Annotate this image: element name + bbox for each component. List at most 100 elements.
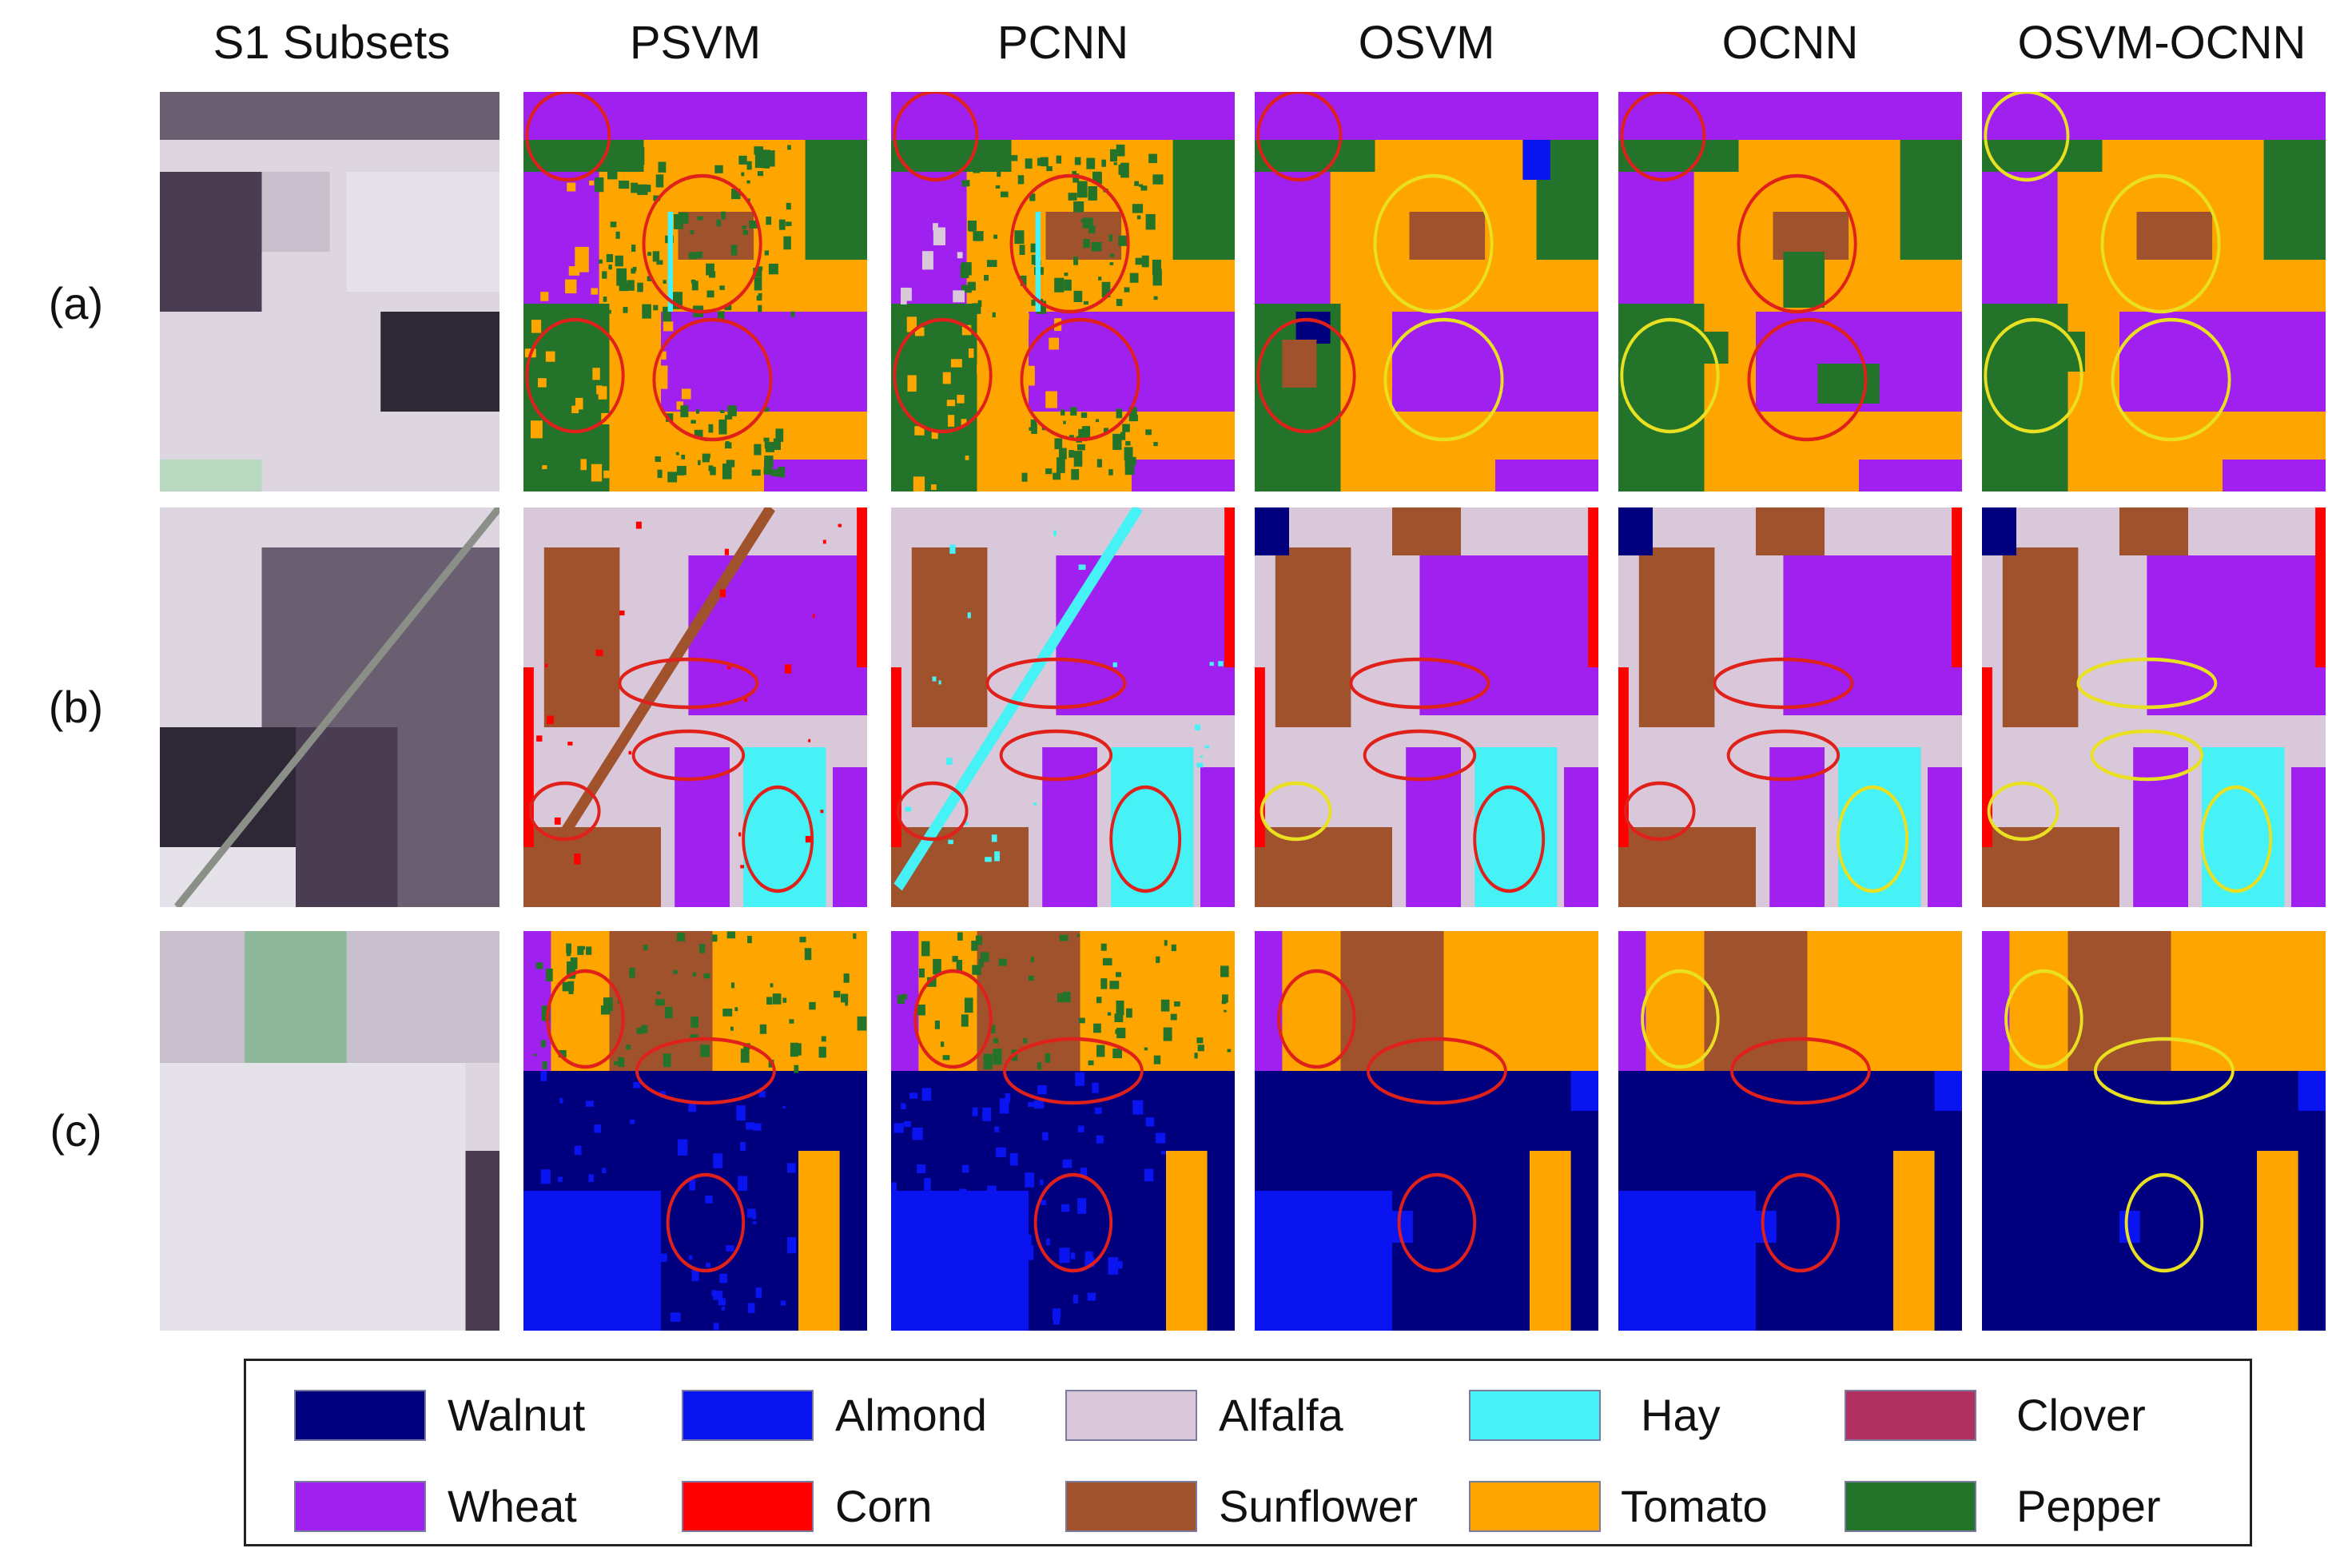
map-speckle [1222, 994, 1228, 1003]
map-speckle [1128, 896, 1132, 904]
map-speckle [995, 1147, 1006, 1157]
map-speckle [1057, 993, 1063, 1003]
map-speckle [657, 469, 663, 479]
highlight-ellipse [1383, 317, 1504, 442]
map-field [1638, 547, 1715, 727]
map-field [2315, 507, 2326, 667]
map-field [2119, 312, 2326, 412]
map-speckle [1025, 1172, 1035, 1188]
map-speckle [961, 324, 972, 336]
map-field [1255, 931, 1283, 1071]
map-speckle [986, 260, 997, 268]
map-speckle [730, 982, 735, 989]
road-line [174, 507, 499, 907]
map-speckle [594, 1124, 602, 1133]
map-speckle [1078, 564, 1086, 571]
map-speckle [708, 424, 714, 433]
map-speckle [724, 548, 730, 555]
map-speckle [1086, 157, 1096, 169]
map-speckle [711, 1290, 717, 1297]
map-speckle [663, 1053, 671, 1068]
map-speckle [726, 1245, 734, 1252]
map-speckle [1064, 279, 1072, 291]
map-field [1495, 460, 1598, 491]
map-speckle [738, 155, 747, 165]
map-speckle [742, 225, 746, 229]
map-speckle [930, 1314, 938, 1320]
map-speckle [1053, 1316, 1060, 1325]
map-speckle [575, 246, 589, 273]
map-speckle [809, 1001, 816, 1010]
highlight-ellipse [1363, 729, 1477, 782]
map-field [523, 92, 867, 140]
map-field [1530, 1151, 1571, 1331]
highlight-ellipse [525, 92, 611, 182]
map-speckle [655, 456, 661, 462]
map-speckle [756, 295, 762, 301]
map-speckle [637, 1217, 642, 1225]
map-field [1982, 92, 2326, 140]
map-speckle [1053, 530, 1057, 536]
map-field [2291, 767, 2326, 907]
map-field [523, 140, 644, 172]
map-speckle [931, 431, 938, 440]
map-field [1255, 140, 1375, 172]
map-speckle [696, 251, 703, 258]
map-field [2136, 212, 2213, 260]
map-speckle [786, 1163, 796, 1173]
highlight-ellipse [2090, 729, 2204, 782]
map-speckle [607, 165, 618, 180]
highlight-ellipse [1623, 781, 1696, 842]
map-speckle [630, 1119, 635, 1124]
map-speckle [1145, 429, 1152, 436]
map-speckle [648, 1244, 656, 1250]
column-title-osvm-ocnn: OSVM-OCNN [2017, 17, 2306, 69]
map-speckle [1153, 442, 1158, 447]
map-speckle [608, 265, 612, 270]
map-speckle [566, 949, 571, 957]
map-speckle [1009, 320, 1017, 332]
map-speckle [645, 466, 655, 473]
map-speckle [695, 408, 700, 414]
map-speckle [653, 195, 661, 201]
map-speckle [675, 452, 679, 456]
map-speckle [702, 453, 710, 463]
map-field [1769, 747, 1825, 907]
map-speckle [1037, 1062, 1042, 1070]
map-speckle [603, 470, 614, 479]
map-speckle [950, 359, 962, 368]
map-speckle [1025, 313, 1029, 320]
map-speckle [904, 288, 912, 301]
map-field [1982, 140, 2103, 172]
map-speckle [1092, 187, 1096, 193]
map-speckle [667, 472, 678, 483]
map-speckle [1037, 1084, 1047, 1095]
map-speckle [989, 1237, 997, 1244]
map-speckle [1029, 975, 1034, 981]
legend-swatch-wheat [294, 1481, 426, 1532]
map-speckle [812, 614, 815, 618]
map-speckle [957, 932, 963, 941]
map-field [1392, 507, 1461, 555]
map-speckle [1019, 245, 1025, 255]
map-speckle [658, 374, 668, 389]
map-speckle [1021, 472, 1028, 482]
map-speckle [540, 1040, 546, 1048]
map-speckle [602, 271, 607, 279]
map-speckle [968, 348, 974, 358]
map-speckle [961, 1164, 969, 1173]
map-speckle [595, 177, 604, 193]
map-speckle [1107, 1012, 1112, 1016]
map-speckle [1073, 290, 1083, 302]
map-speckle [1227, 1049, 1232, 1053]
highlight-ellipse [1726, 729, 1841, 782]
map-speckle [661, 351, 667, 360]
legend: Walnut Almond Alfalfa Hay Clover Wheat C… [244, 1359, 2252, 1546]
map-speckle [1152, 269, 1162, 286]
map-speckle [921, 941, 930, 957]
map-speckle [789, 1019, 794, 1024]
map-speckle [1054, 277, 1065, 293]
map-speckle [591, 288, 599, 295]
map-field [1618, 507, 1653, 555]
map-speckle [690, 1017, 698, 1028]
